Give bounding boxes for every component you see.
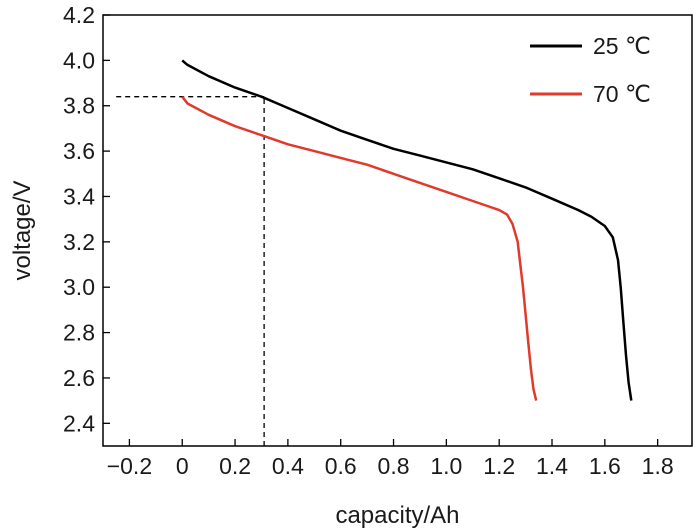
- x-tick-label: 1.4: [536, 453, 568, 479]
- y-axis-label: voltage/V: [9, 180, 36, 280]
- x-tick-label: 1.6: [589, 453, 621, 479]
- series-line-70c: [181, 95, 538, 401]
- x-tick-label: 0: [176, 453, 189, 479]
- legend-label-70c: 70 ℃: [593, 81, 651, 107]
- y-tick-label: 3.4: [63, 183, 95, 209]
- x-tick-label: 1.8: [642, 453, 674, 479]
- x-tick-label: 0.6: [325, 453, 357, 479]
- x-tick-label: 1.2: [483, 453, 515, 479]
- x-axis-label: capacity/Ah: [335, 502, 459, 529]
- y-tick-label: 4.2: [63, 2, 95, 28]
- x-tick-label: −0.2: [107, 453, 152, 479]
- y-tick-label: 2.6: [63, 365, 95, 391]
- x-tick-label: 0.4: [272, 453, 304, 479]
- series-line-25c: [181, 59, 633, 401]
- y-tick-label: 2.4: [63, 410, 95, 436]
- y-tick-label: 3.8: [63, 93, 95, 119]
- x-tick-label: 0.8: [378, 453, 410, 479]
- x-tick-label: 0.2: [219, 453, 251, 479]
- y-tick-label: 2.8: [63, 320, 95, 346]
- x-tick-label: 1.0: [430, 453, 462, 479]
- y-tick-label: 4.0: [63, 47, 95, 73]
- y-tick-label: 3.6: [63, 138, 95, 164]
- y-tick-label: 3.2: [63, 229, 95, 255]
- y-tick-label: 3.0: [63, 274, 95, 300]
- plot-frame: [102, 14, 693, 447]
- legend-label-25c: 25 ℃: [593, 33, 651, 59]
